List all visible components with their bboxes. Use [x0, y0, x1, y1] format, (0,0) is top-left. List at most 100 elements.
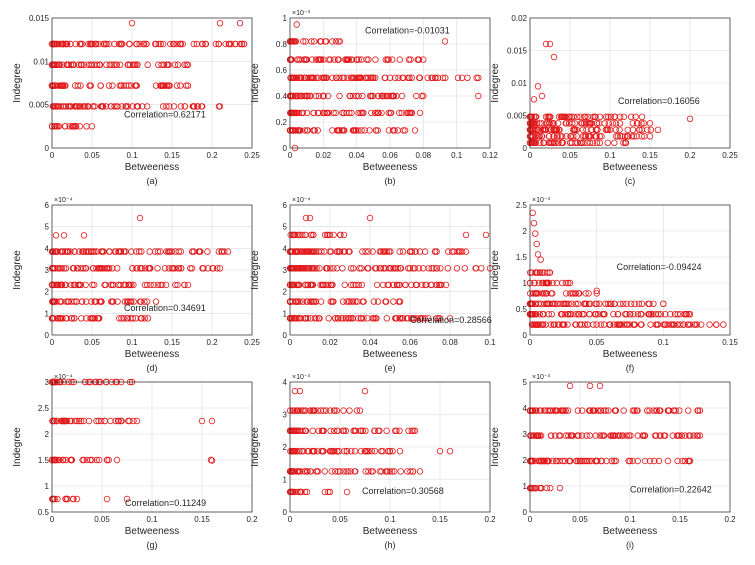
data-point	[334, 448, 341, 455]
data-point	[565, 300, 572, 307]
data-point	[96, 61, 104, 69]
data-point	[365, 248, 372, 255]
data-point	[89, 265, 97, 272]
data-point	[547, 432, 555, 439]
x-tick-label: 0.25	[244, 338, 260, 347]
data-point	[651, 432, 659, 439]
data-point	[302, 214, 310, 222]
data-point	[323, 109, 330, 117]
data-point	[529, 139, 536, 146]
data-point	[159, 40, 167, 48]
data-point	[295, 109, 303, 117]
data-point	[310, 38, 318, 45]
data-point	[69, 265, 77, 272]
data-point	[600, 432, 607, 439]
data-point	[410, 315, 417, 322]
data-point	[637, 311, 644, 318]
data-point	[652, 311, 660, 318]
correlation-annotation: Correlation=0.11249	[125, 498, 206, 508]
data-point	[690, 432, 697, 439]
data-point	[289, 38, 296, 45]
y-tick-label: 2.5	[38, 404, 50, 413]
data-point	[352, 281, 359, 289]
data-point	[606, 300, 614, 307]
data-point	[580, 139, 587, 146]
data-point	[50, 248, 57, 255]
data-point	[345, 298, 353, 305]
data-point	[534, 251, 542, 258]
data-point	[552, 407, 559, 414]
data-point	[177, 40, 184, 48]
data-point	[345, 248, 352, 255]
data-point	[314, 127, 321, 134]
data-point	[320, 427, 327, 434]
data-point	[327, 427, 334, 434]
x-tick-label: 0.04	[349, 151, 365, 160]
y-tick-label: 2	[283, 288, 288, 297]
data-point	[532, 139, 540, 146]
y-tick-label: 4	[45, 244, 50, 253]
data-point	[597, 321, 604, 328]
data-point	[288, 427, 295, 434]
data-point	[58, 298, 65, 305]
data-point	[67, 61, 75, 69]
data-point	[554, 321, 562, 328]
data-point	[378, 109, 385, 117]
data-point	[83, 248, 90, 255]
data-point	[175, 248, 182, 255]
y-tick-label: 1	[45, 482, 50, 491]
data-point	[441, 38, 449, 45]
data-point	[424, 74, 431, 81]
data-point	[562, 290, 570, 297]
data-point	[372, 109, 379, 117]
data-point	[656, 407, 664, 414]
data-point	[549, 300, 556, 307]
data-point	[399, 248, 407, 255]
data-point	[604, 300, 612, 307]
data-point	[535, 126, 542, 133]
data-point	[53, 298, 60, 305]
data-point	[67, 456, 75, 464]
data-point	[373, 265, 380, 272]
data-point	[566, 120, 573, 127]
data-point	[643, 407, 651, 414]
data-point	[556, 457, 563, 465]
data-point	[589, 113, 597, 120]
data-point	[625, 457, 632, 465]
data-point	[125, 281, 133, 289]
data-point	[336, 127, 343, 134]
data-point	[558, 139, 566, 146]
data-point	[617, 113, 624, 120]
data-point	[433, 265, 440, 272]
data-point	[93, 456, 100, 464]
data-point	[530, 219, 538, 227]
data-point	[348, 298, 355, 305]
y-tick-label: 0.02	[511, 14, 527, 23]
data-point	[116, 61, 124, 69]
data-point	[391, 127, 398, 134]
data-point	[120, 82, 127, 89]
x-axis-label: Betweeness	[125, 349, 179, 360]
data-point	[97, 417, 105, 425]
y-tick-label: 6	[283, 201, 288, 210]
data-point	[61, 281, 69, 289]
data-point	[435, 281, 443, 289]
data-point	[344, 56, 351, 63]
data-point	[627, 113, 635, 120]
data-point	[691, 321, 698, 328]
data-point	[550, 53, 558, 61]
data-point	[357, 74, 365, 81]
data-point	[200, 265, 207, 272]
y-tick-label: 0	[45, 144, 50, 153]
data-point	[562, 279, 570, 287]
data-point	[542, 407, 549, 414]
data-point	[71, 103, 79, 110]
data-point	[106, 61, 113, 69]
data-point	[341, 127, 348, 134]
data-point	[629, 457, 636, 465]
data-point	[381, 92, 389, 100]
data-point	[376, 427, 383, 434]
data-point	[103, 61, 110, 69]
data-point	[582, 113, 589, 120]
data-point	[406, 248, 414, 255]
